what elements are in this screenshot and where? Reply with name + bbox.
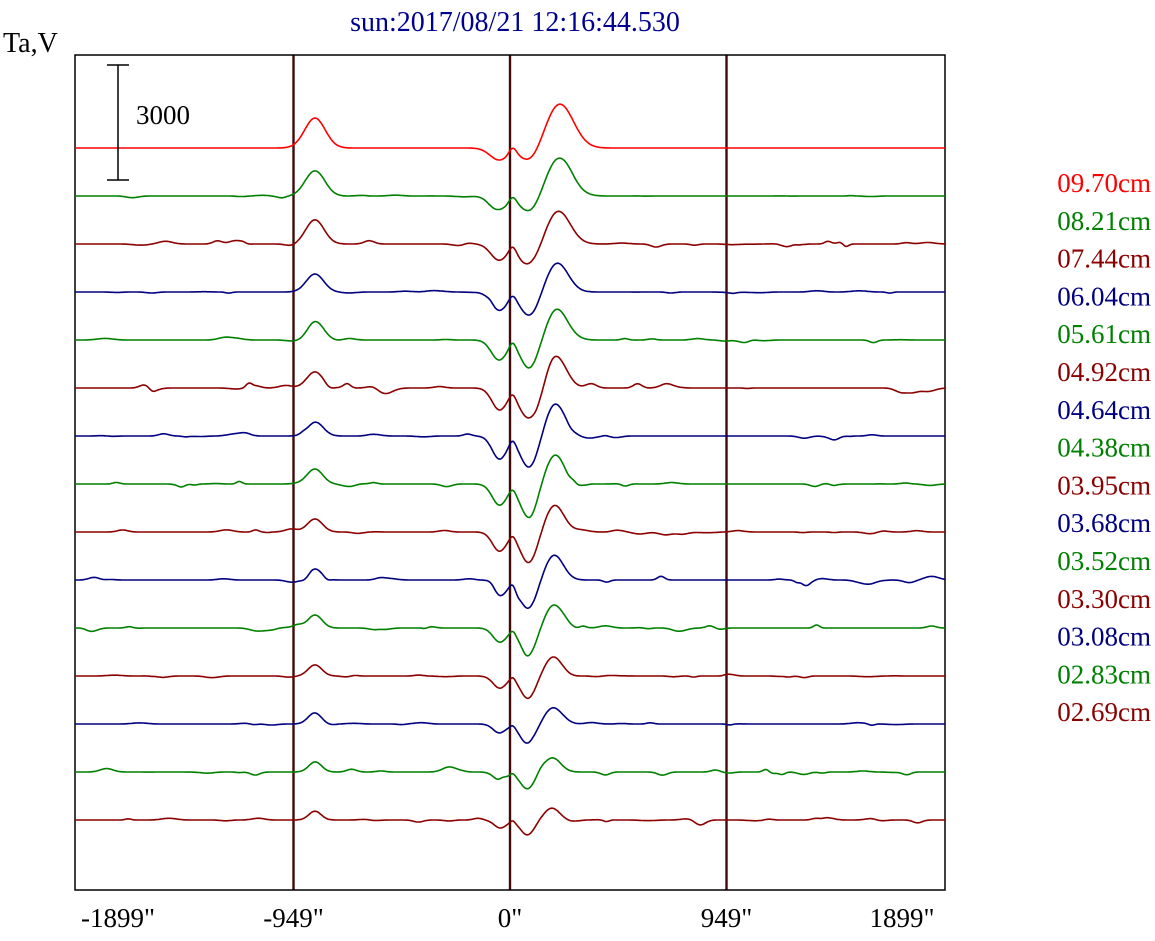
legend-item: 08.21cm bbox=[1057, 206, 1151, 236]
scan-trace-03.08cm bbox=[75, 706, 946, 744]
legend-item: 02.69cm bbox=[1057, 697, 1151, 727]
x-tick-label: 0" bbox=[498, 903, 523, 933]
plot-border bbox=[74, 54, 946, 891]
legend-item: 04.38cm bbox=[1057, 433, 1151, 463]
legend-item: 04.64cm bbox=[1057, 395, 1151, 425]
scale-bar-label: 3000 bbox=[136, 100, 190, 130]
legend-item: 03.52cm bbox=[1057, 546, 1151, 576]
scan-trace-03.95cm bbox=[75, 504, 946, 564]
legend-item: 05.61cm bbox=[1057, 319, 1151, 349]
scan-trace-07.44cm bbox=[75, 210, 946, 265]
y-axis-label: Ta,V bbox=[3, 28, 58, 59]
x-tick-label: 1899" bbox=[869, 903, 934, 933]
x-tick-label: -949" bbox=[263, 903, 324, 933]
legend-item: 09.70cm bbox=[1057, 168, 1151, 198]
scan-trace-09.70cm bbox=[75, 103, 946, 161]
scan-trace-03.52cm bbox=[75, 604, 946, 657]
chart-title: sun:2017/08/21 12:16:44.530 bbox=[350, 7, 680, 38]
scan-trace-03.68cm bbox=[75, 554, 946, 610]
legend-item: 03.08cm bbox=[1057, 622, 1151, 652]
legend-item: 03.30cm bbox=[1057, 584, 1151, 614]
legend-item: 07.44cm bbox=[1057, 244, 1151, 274]
scan-trace-03.30cm bbox=[75, 656, 946, 700]
scan-trace-02.69cm bbox=[75, 807, 946, 836]
x-tick-label: 949" bbox=[701, 903, 753, 933]
legend-item: 03.95cm bbox=[1057, 470, 1151, 500]
scan-trace-02.83cm bbox=[75, 756, 946, 790]
legend-item: 06.04cm bbox=[1057, 281, 1151, 311]
scan-trace-04.64cm bbox=[75, 403, 946, 468]
scan-trace-04.38cm bbox=[75, 454, 946, 519]
legend-item: 04.92cm bbox=[1057, 357, 1151, 387]
scan-trace-04.92cm bbox=[75, 355, 946, 419]
scan-trace-06.04cm bbox=[75, 262, 946, 316]
legend-item: 02.83cm bbox=[1057, 659, 1151, 689]
x-tick-label: -1899" bbox=[81, 903, 155, 933]
scan-trace-08.21cm bbox=[75, 157, 946, 212]
scan-trace-05.61cm bbox=[75, 308, 946, 369]
legend-item: 03.68cm bbox=[1057, 508, 1151, 538]
